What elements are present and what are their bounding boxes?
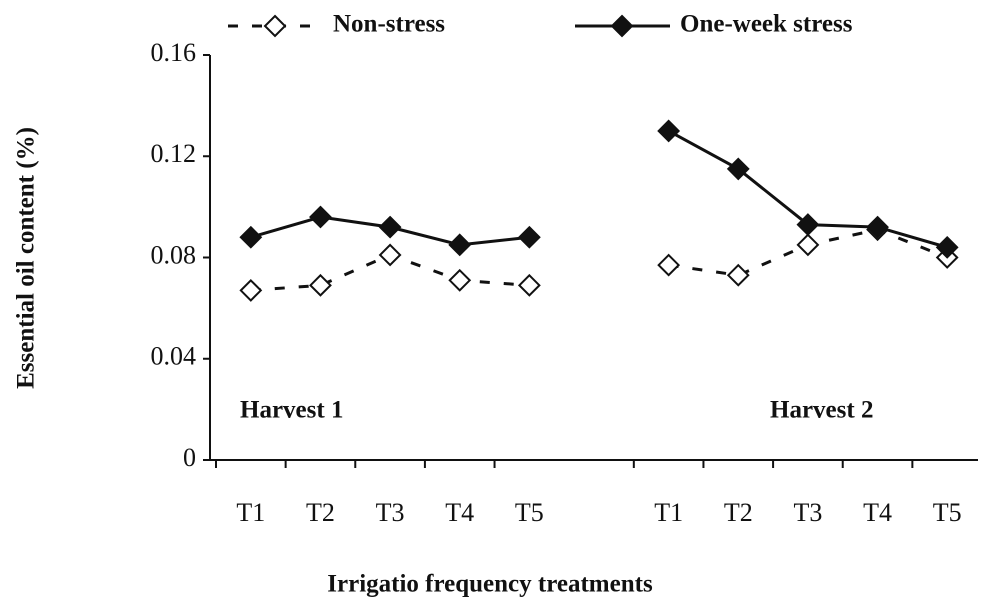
annotation: Harvest 2 (770, 397, 873, 424)
x-tick-label: T3 (376, 498, 405, 527)
marker (448, 233, 472, 257)
x-tick-label: T5 (933, 498, 962, 527)
x-tick-label: T2 (724, 498, 753, 527)
marker (610, 14, 634, 38)
legend-label: One-week stress (680, 11, 853, 38)
marker (726, 263, 750, 287)
x-tick-label: T1 (654, 498, 683, 527)
marker (378, 215, 402, 239)
annotation: Harvest 1 (240, 397, 343, 424)
marker (726, 157, 750, 181)
marker (309, 273, 332, 297)
x-tick-label: T4 (863, 498, 892, 527)
x-tick-label: T5 (515, 498, 544, 527)
marker (657, 119, 681, 143)
y-axis-title: Essential oil content (%) (13, 127, 40, 389)
x-tick-label: T4 (445, 498, 474, 527)
marker (239, 278, 263, 302)
marker (796, 213, 820, 237)
x-tick-label: T1 (236, 498, 265, 527)
y-tick-label: 0.08 (151, 240, 197, 269)
marker (517, 225, 541, 249)
marker (866, 215, 889, 239)
y-tick-label: 0.16 (151, 38, 197, 67)
marker (657, 253, 681, 277)
marker (378, 243, 402, 267)
y-tick-label: 0 (183, 443, 196, 472)
y-tick-label: 0.12 (151, 139, 197, 168)
y-tick-label: 0.04 (151, 342, 197, 371)
marker (448, 268, 472, 292)
marker (517, 273, 541, 297)
marker (935, 235, 959, 259)
x-tick-label: T3 (793, 498, 822, 527)
series-line (250, 129, 948, 249)
marker (263, 14, 287, 38)
marker (239, 225, 263, 249)
marker (796, 233, 820, 257)
x-tick-label: T2 (306, 498, 335, 527)
legend-label: Non-stress (333, 11, 445, 38)
series-line (250, 228, 948, 292)
marker (309, 205, 332, 229)
x-axis-title: Irrigatio frequency treatments (327, 571, 653, 598)
